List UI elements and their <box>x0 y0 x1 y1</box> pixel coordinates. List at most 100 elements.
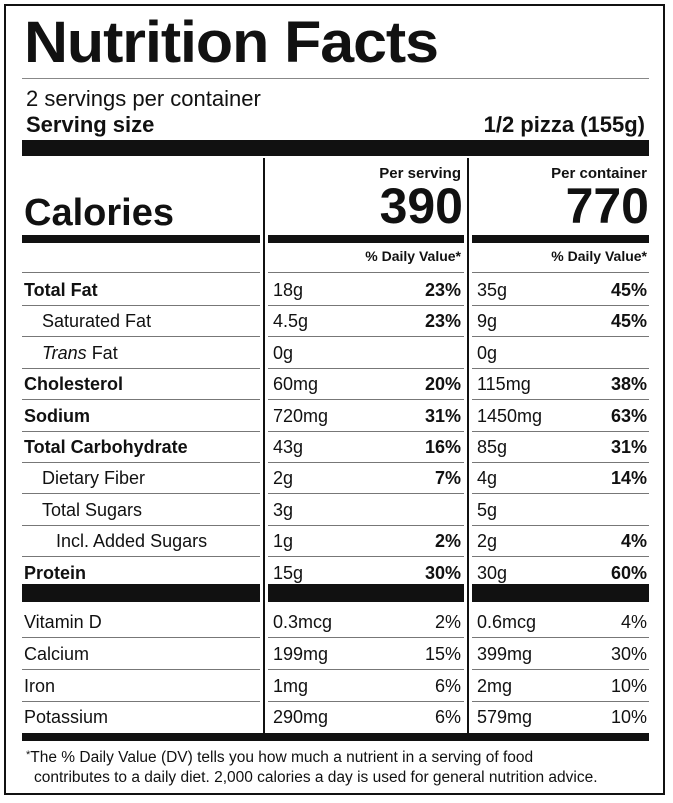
row-divider <box>472 556 649 558</box>
container-daily-value: 10% <box>610 707 647 728</box>
serving-amount: 15g <box>273 562 304 583</box>
footnote-marker: * <box>26 749 31 761</box>
row-divider <box>268 430 464 432</box>
serving-amount: 3g <box>273 499 294 520</box>
title-divider <box>22 78 649 79</box>
per-serving-label: Per serving <box>379 165 461 182</box>
row-divider <box>268 367 464 369</box>
nutrient-name-text: Dietary Fiber <box>42 468 146 489</box>
row-divider <box>22 367 260 369</box>
row-divider <box>268 493 464 495</box>
container-amount: 115mg <box>477 374 531 395</box>
row-divider <box>472 305 649 306</box>
row-divider <box>22 430 260 432</box>
nutrient-name-text: Incl. Added Sugars <box>56 531 208 552</box>
serving-daily-value: 15% <box>424 643 461 664</box>
row-divider <box>472 367 649 369</box>
serving-size-value: 1/2 pizza (155g) <box>483 112 645 137</box>
row-divider <box>22 700 260 702</box>
row-divider <box>22 668 260 670</box>
header-divider <box>472 272 649 273</box>
nutrient-row: Saturated Fat 4.5g 23% 9g 45% <box>6 305 663 336</box>
serving-amount: 18g <box>273 280 304 300</box>
row-divider <box>268 700 464 702</box>
nutrient-row: Sodium 720mg 31% 1450mg 63% <box>6 400 663 431</box>
container-daily-value: 45% <box>610 311 647 332</box>
row-divider <box>268 524 464 526</box>
vitamin-row: Calcium 199mg 15% 399mg 30% <box>6 638 663 669</box>
nutrient-name-text: Cholesterol <box>24 374 124 395</box>
serving-daily-value: 23% <box>424 311 461 332</box>
row-divider <box>268 462 464 463</box>
calories-divider-mid <box>268 235 464 243</box>
serving-amount: 199mg <box>273 643 329 664</box>
nutrient-name-text: Total Sugars <box>42 499 143 520</box>
container-daily-value: 31% <box>610 437 647 457</box>
row-divider <box>268 336 464 338</box>
nutrient-name-text: Total Carbohydrate <box>24 437 188 457</box>
serving-amount: 2g <box>273 468 294 489</box>
nutrient-row: Dietary Fiber 2g 7% 4g 14% <box>6 462 663 493</box>
vitamins-divider-right <box>472 584 649 602</box>
container-daily-value: 30% <box>610 643 647 664</box>
vitamin-row: Iron 1mg 6% 2mg 10% <box>6 670 663 701</box>
nutrient-name: Incl. Added Sugars <box>56 531 207 552</box>
container-daily-value: 63% <box>610 405 647 426</box>
vitamin-name: Vitamin D <box>24 612 102 632</box>
serving-daily-value: 30% <box>424 562 461 583</box>
container-daily-value: 60% <box>610 562 647 583</box>
vitamin-name: Calcium <box>24 643 90 664</box>
nutrient-row: Trans Fat 0g 0g <box>6 337 663 368</box>
nutrient-row: Total Carbohydrate 43g 16% 85g 31% <box>6 431 663 462</box>
footnote: *The % Daily Value (DV) tells you how mu… <box>26 748 598 788</box>
container-amount: 9g <box>477 311 498 332</box>
serving-amount: 1mg <box>273 675 309 696</box>
row-divider <box>268 637 464 638</box>
nutrient-name: Saturated Fat <box>42 311 151 332</box>
container-amount: 0.6mcg <box>477 612 537 632</box>
serving-daily-value: 2% <box>434 612 461 632</box>
container-daily-value: 4% <box>620 531 647 552</box>
container-amount: 1450mg <box>477 405 543 426</box>
serving-daily-value: 6% <box>434 707 461 728</box>
servings-per-container: 2 servings per container <box>26 86 261 111</box>
container-amount: 35g <box>477 280 508 300</box>
row-divider <box>472 430 649 432</box>
vitamin-name: Potassium <box>24 707 109 728</box>
vitamins-divider-left <box>22 584 260 602</box>
vitamin-name: Iron <box>24 675 56 696</box>
container-amount: 399mg <box>477 643 533 664</box>
row-divider <box>22 637 260 638</box>
nutrition-label: Nutrition Facts 2 servings per container… <box>4 4 665 795</box>
row-divider <box>268 399 464 401</box>
footnote-line-1: The % Daily Value (DV) tells you how muc… <box>30 749 534 766</box>
row-divider <box>22 305 260 306</box>
serving-amount: 1g <box>273 531 294 552</box>
row-divider <box>472 668 649 670</box>
row-divider <box>472 336 649 338</box>
container-amount: 85g <box>477 437 508 457</box>
row-divider <box>472 462 649 463</box>
row-divider <box>268 668 464 670</box>
container-amount: 0g <box>477 342 498 363</box>
serving-size-label: Serving size <box>26 112 155 137</box>
serving-daily-value: 31% <box>424 405 461 426</box>
serving-daily-value: 7% <box>434 468 461 489</box>
nutrient-name-text: Fat <box>86 342 118 363</box>
nutrient-row: Protein 15g 30% 30g 60% <box>6 557 663 588</box>
nutrient-name-text: Total Fat <box>24 280 98 300</box>
row-divider <box>472 700 649 702</box>
nutrient-name: Total Sugars <box>42 500 142 521</box>
footnote-divider <box>22 733 649 741</box>
calories-label: Calories <box>24 192 174 234</box>
serving-daily-value: 6% <box>434 675 461 696</box>
footnote-line-2: contributes to a daily diet. 2,000 calor… <box>34 769 598 787</box>
calories-divider-right <box>472 235 649 243</box>
serving-amount: 43g <box>273 437 304 457</box>
nutrient-name: Trans Fat <box>42 343 118 364</box>
nutrient-row: Total Sugars 3g 5g <box>6 494 663 525</box>
container-daily-value: 14% <box>610 468 647 489</box>
container-amount: 5g <box>477 499 498 520</box>
serving-amount: 60mg <box>273 374 319 395</box>
vitamin-row: Vitamin D 0.3mcg 2% 0.6mcg 4% <box>6 606 663 637</box>
